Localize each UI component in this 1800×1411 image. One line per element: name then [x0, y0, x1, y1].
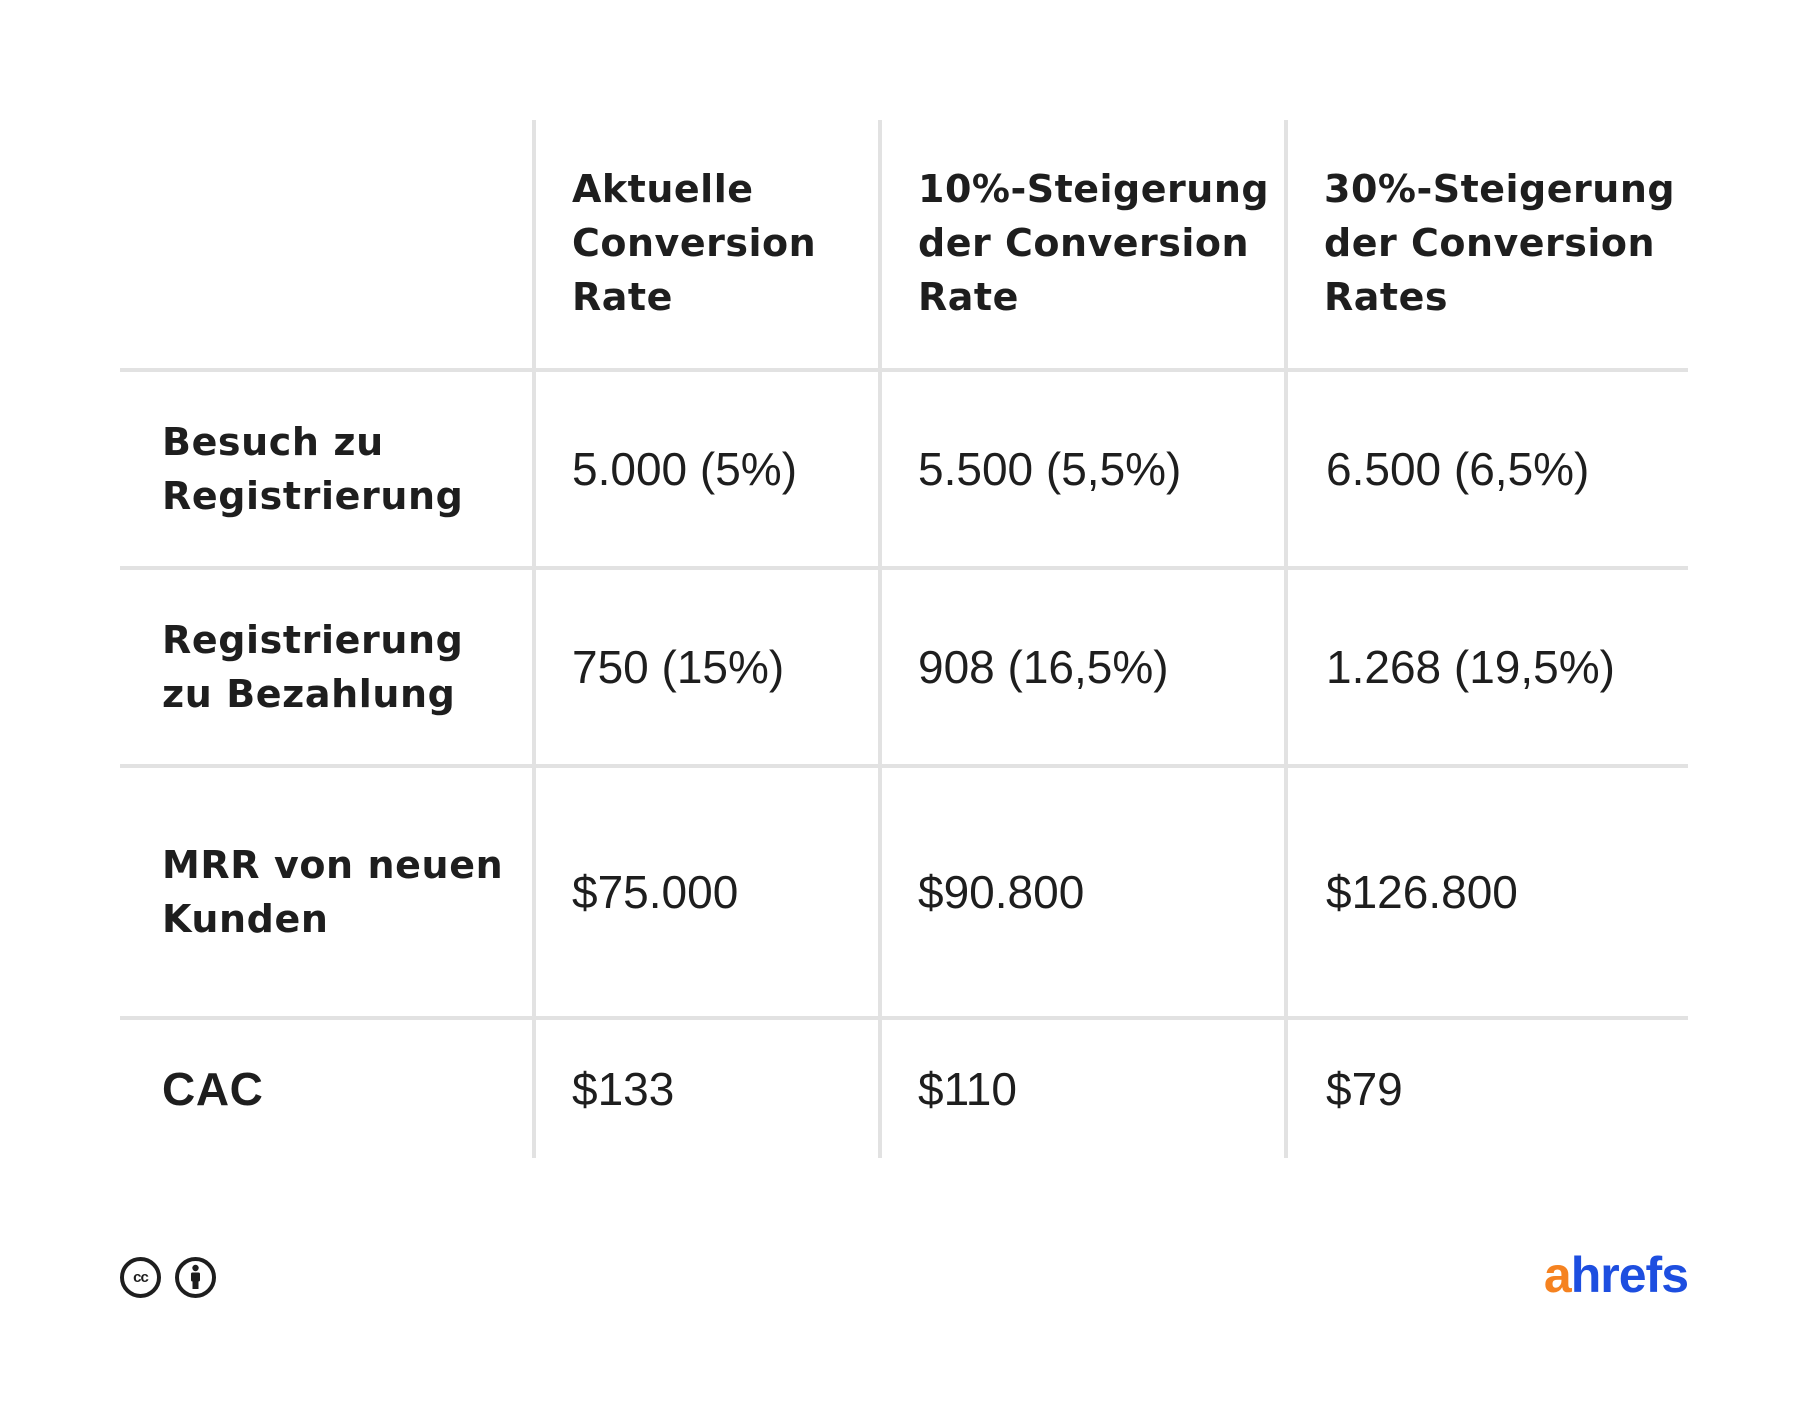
column-divider [878, 120, 882, 1158]
table-cell: $79 [1326, 1063, 1403, 1115]
row-label-cac: CAC [162, 1063, 264, 1115]
table-cell: $110 [918, 1063, 1017, 1115]
table-cell: 1.268 (19,5%) [1326, 641, 1615, 693]
column-divider [1284, 120, 1288, 1158]
table-cell: $133 [572, 1063, 675, 1115]
row-divider [120, 764, 1688, 768]
row-divider [120, 1016, 1688, 1020]
ahrefs-logo: ahrefs [1543, 1247, 1689, 1303]
logo-part-a: a [1543, 1247, 1572, 1303]
header-10-percent: 10%-Steigerung der Conversion Rate [918, 167, 1270, 319]
row-label-mrr: MRR von neuen Kunden [162, 843, 504, 941]
attribution-icon [175, 1257, 216, 1298]
row-divider [120, 368, 1688, 372]
table-cell: 5.500 (5,5%) [918, 443, 1182, 495]
table-cell: $75.000 [572, 866, 739, 918]
logo-part-rest: hrefs [1570, 1247, 1689, 1303]
row-label-visit-to-signup: Besuch zu Registrierung [162, 420, 464, 518]
table-cell: 6.500 (6,5%) [1326, 443, 1590, 495]
column-divider [532, 120, 536, 1158]
header-30-percent: 30%-Steigerung der Conversion Rates [1324, 167, 1676, 319]
table-cell: 5.000 (5%) [572, 443, 798, 495]
row-label-signup-to-payment: Registrierung zu Bezahlung [162, 618, 464, 716]
header-current-rate: Aktuelle Conversion Rate [572, 167, 817, 319]
table-cell: 750 (15%) [572, 641, 785, 693]
creative-commons-icon: cc [120, 1257, 161, 1298]
table-cell: $126.800 [1326, 866, 1518, 918]
table-cell: 908 (16,5%) [918, 641, 1169, 693]
table-cell: $90.800 [918, 866, 1085, 918]
license-icons: cc [120, 1257, 216, 1298]
row-divider [120, 566, 1688, 570]
comparison-table: Aktuelle Conversion Rate 10%-Steigerung … [120, 120, 1688, 1158]
